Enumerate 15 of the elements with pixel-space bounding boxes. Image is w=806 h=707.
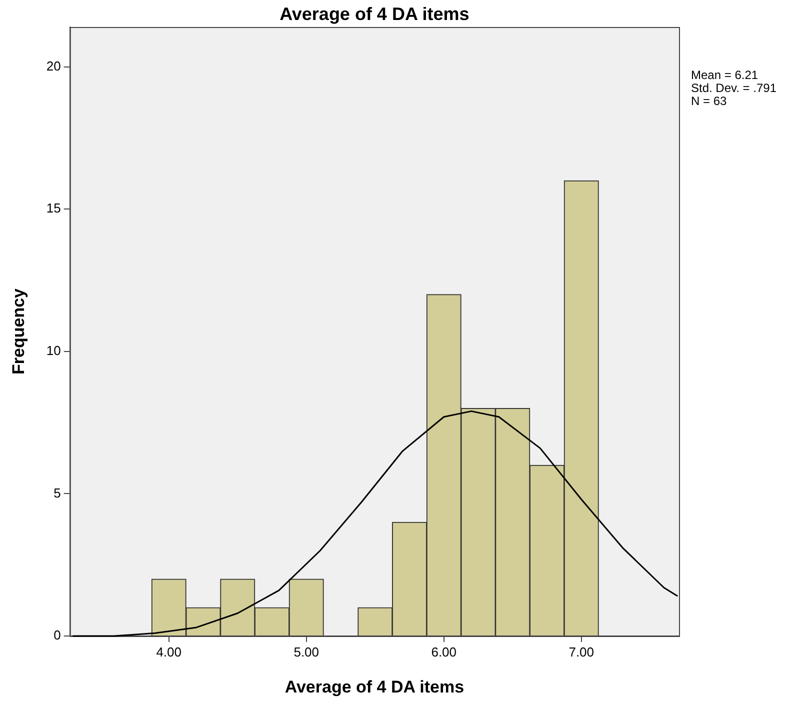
y-tick-label: 20 — [46, 58, 61, 74]
x-axis-title: Average of 4 DA items — [284, 677, 464, 696]
y-tick-label: 0 — [54, 628, 61, 643]
chart-title: Average of 4 DA items — [280, 4, 470, 24]
y-tick-label: 15 — [46, 200, 61, 216]
x-tick-label: 7.00 — [568, 644, 594, 660]
text: Mean = 6.21 — [691, 68, 758, 82]
y-axis-title: Frequency — [8, 288, 28, 374]
x-tick-label: 6.00 — [431, 644, 457, 660]
text: Std. Dev. = .791 — [691, 81, 777, 95]
y-tick-label: 5 — [54, 485, 61, 500]
y-tick-label: 10 — [46, 343, 61, 358]
x-tick-label: 5.00 — [294, 644, 320, 660]
text: N = 63 — [691, 94, 728, 108]
x-tick-label: 4.00 — [156, 644, 182, 660]
